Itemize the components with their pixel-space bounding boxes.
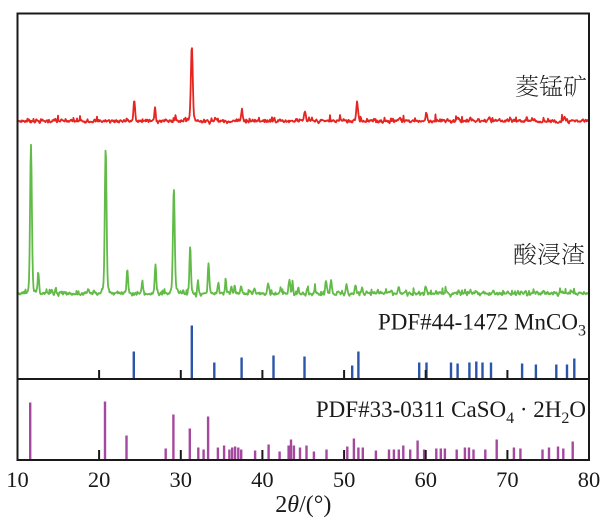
svg-text:70: 70 xyxy=(496,467,519,492)
svg-text:80: 80 xyxy=(578,467,601,492)
svg-text:2θ/(°): 2θ/(°) xyxy=(275,492,331,518)
svg-text:50: 50 xyxy=(333,467,356,492)
svg-text:10: 10 xyxy=(6,467,29,492)
svg-text:30: 30 xyxy=(170,467,193,492)
svg-text:40: 40 xyxy=(251,467,274,492)
svg-text:20: 20 xyxy=(88,467,111,492)
svg-text:60: 60 xyxy=(414,467,437,492)
